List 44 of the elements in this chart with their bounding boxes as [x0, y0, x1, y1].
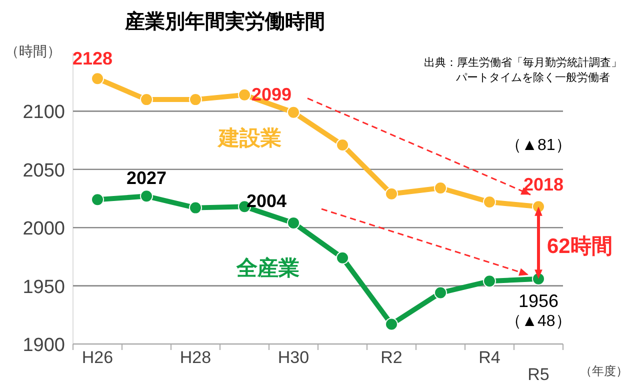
data-label: 2128 — [72, 48, 113, 69]
point — [483, 195, 496, 208]
y-tick-label: 2000 — [22, 218, 65, 240]
point — [287, 106, 300, 119]
annotation: 62時間 — [547, 235, 612, 258]
series-label: 全産業 — [236, 256, 300, 280]
y-tick-label: 2050 — [22, 160, 65, 182]
chart-title: 産業別年間実労働時間 — [124, 10, 325, 33]
point — [336, 138, 349, 152]
y-tick-label: 1900 — [22, 335, 65, 356]
data-label: 2004 — [246, 190, 287, 211]
data-label: 2099 — [251, 84, 292, 104]
point — [336, 251, 349, 264]
point — [91, 193, 104, 206]
series-label: 建設業 — [216, 127, 282, 150]
y-tick-label: 1950 — [22, 276, 65, 298]
point — [434, 182, 447, 195]
x-tick-label: R4 — [478, 348, 500, 367]
annotation: （▲81） — [506, 137, 572, 154]
point — [140, 190, 153, 203]
annotation: パートタイムを除く一般労働者 — [455, 71, 610, 84]
x-tick-label: H30 — [278, 348, 310, 367]
x-tick-label: R2 — [380, 348, 402, 367]
annotation: 出典：厚生労働省「毎月勤労統計調査」 — [424, 56, 622, 69]
point — [189, 201, 202, 214]
point — [140, 93, 153, 106]
point — [483, 274, 496, 288]
data-label: 2018 — [523, 174, 564, 195]
point — [91, 72, 104, 86]
point — [238, 88, 251, 102]
data-label: 2027 — [126, 168, 167, 188]
data-label: 1956 — [518, 290, 559, 311]
point — [385, 187, 398, 200]
y-tick-label: 2100 — [22, 102, 65, 124]
annotation: （▲48） — [506, 313, 572, 330]
point — [385, 318, 398, 331]
x-axis-title: （年度） — [580, 364, 628, 378]
y-axis-title: （時間） — [5, 43, 61, 59]
x-tick-label: H26 — [82, 348, 114, 367]
point — [434, 286, 447, 300]
point — [287, 216, 300, 230]
x-tick-label: H28 — [180, 348, 212, 367]
point — [189, 93, 202, 106]
x-tick-label: R5 — [528, 365, 550, 384]
